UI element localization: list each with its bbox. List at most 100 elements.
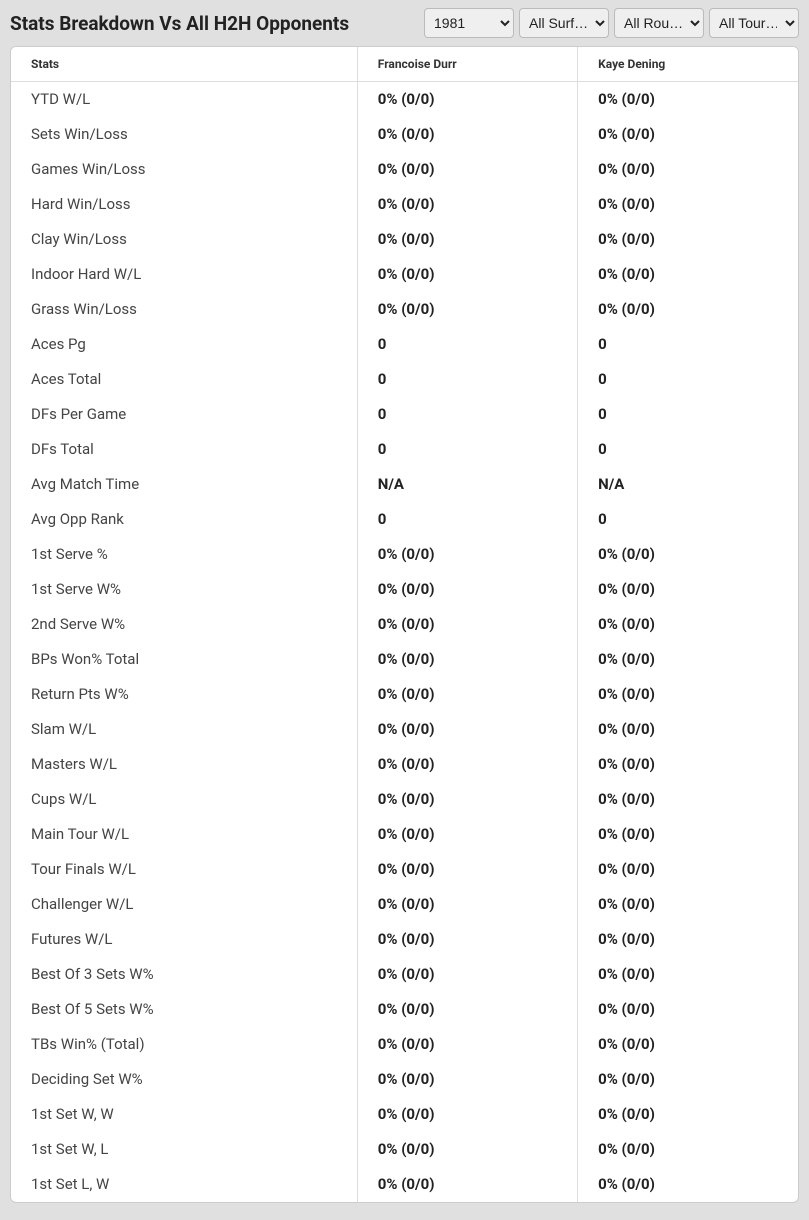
stat-value: 0% (0/0)	[578, 1167, 798, 1202]
stat-value: 0% (0/0)	[357, 992, 577, 1027]
stat-value: 0% (0/0)	[357, 572, 577, 607]
stat-value: 0	[578, 362, 798, 397]
stat-label: BPs Won% Total	[11, 642, 357, 677]
stat-label: Futures W/L	[11, 922, 357, 957]
stat-value: 0% (0/0)	[578, 677, 798, 712]
stat-label: Masters W/L	[11, 747, 357, 782]
page-title: Stats Breakdown Vs All H2H Opponents	[10, 12, 349, 35]
round-select[interactable]: All Rou…	[614, 8, 704, 38]
year-select[interactable]: 1981	[424, 8, 514, 38]
stat-value: 0% (0/0)	[357, 187, 577, 222]
stat-label: DFs Total	[11, 432, 357, 467]
stat-label: Avg Match Time	[11, 467, 357, 502]
stat-label: Return Pts W%	[11, 677, 357, 712]
table-row: Challenger W/L0% (0/0)0% (0/0)	[11, 887, 798, 922]
table-row: Aces Total00	[11, 362, 798, 397]
stat-label: Tour Finals W/L	[11, 852, 357, 887]
stat-label: 2nd Serve W%	[11, 607, 357, 642]
stat-label: Hard Win/Loss	[11, 187, 357, 222]
stat-label: Clay Win/Loss	[11, 222, 357, 257]
stat-value: 0% (0/0)	[578, 747, 798, 782]
table-header-row: Stats Francoise Durr Kaye Dening	[11, 47, 798, 82]
stat-value: 0% (0/0)	[578, 1097, 798, 1132]
stat-value: 0% (0/0)	[578, 642, 798, 677]
table-row: 1st Set W, L0% (0/0)0% (0/0)	[11, 1132, 798, 1167]
stat-value: 0	[357, 502, 577, 537]
stat-value: 0	[357, 362, 577, 397]
table-row: Masters W/L0% (0/0)0% (0/0)	[11, 747, 798, 782]
stat-value: 0% (0/0)	[357, 537, 577, 572]
table-row: 1st Set W, W0% (0/0)0% (0/0)	[11, 1097, 798, 1132]
stat-value: 0% (0/0)	[357, 1167, 577, 1202]
filter-group: 1981 All Surf… All Rou… All Tour…	[424, 8, 799, 38]
stat-label: Slam W/L	[11, 712, 357, 747]
stat-value: 0% (0/0)	[578, 187, 798, 222]
table-row: Clay Win/Loss0% (0/0)0% (0/0)	[11, 222, 798, 257]
table-row: DFs Per Game00	[11, 397, 798, 432]
stat-label: Aces Pg	[11, 327, 357, 362]
table-row: 2nd Serve W%0% (0/0)0% (0/0)	[11, 607, 798, 642]
stat-label: 1st Serve W%	[11, 572, 357, 607]
stat-value: 0% (0/0)	[578, 782, 798, 817]
stat-value: 0% (0/0)	[578, 537, 798, 572]
stat-value: 0% (0/0)	[578, 1132, 798, 1167]
stat-value: 0% (0/0)	[357, 922, 577, 957]
stat-label: Challenger W/L	[11, 887, 357, 922]
stat-label: Deciding Set W%	[11, 1062, 357, 1097]
stat-label: Cups W/L	[11, 782, 357, 817]
stat-label: Games Win/Loss	[11, 152, 357, 187]
table-row: 1st Set L, W0% (0/0)0% (0/0)	[11, 1167, 798, 1202]
stat-value: 0% (0/0)	[357, 607, 577, 642]
stat-label: TBs Win% (Total)	[11, 1027, 357, 1062]
stat-value: 0% (0/0)	[357, 82, 577, 117]
stat-value: 0% (0/0)	[357, 292, 577, 327]
stat-value: 0	[578, 327, 798, 362]
stat-label: 1st Set W, L	[11, 1132, 357, 1167]
stat-value: 0% (0/0)	[578, 957, 798, 992]
table-row: Return Pts W%0% (0/0)0% (0/0)	[11, 677, 798, 712]
table-row: Grass Win/Loss0% (0/0)0% (0/0)	[11, 292, 798, 327]
stat-value: 0% (0/0)	[357, 1027, 577, 1062]
stat-value: 0% (0/0)	[578, 887, 798, 922]
table-row: Avg Match TimeN/AN/A	[11, 467, 798, 502]
column-header-stats: Stats	[11, 47, 357, 82]
stat-value: 0% (0/0)	[578, 257, 798, 292]
stat-label: Best Of 5 Sets W%	[11, 992, 357, 1027]
table-row: Tour Finals W/L0% (0/0)0% (0/0)	[11, 852, 798, 887]
table-row: Indoor Hard W/L0% (0/0)0% (0/0)	[11, 257, 798, 292]
table-row: Futures W/L0% (0/0)0% (0/0)	[11, 922, 798, 957]
stat-value: 0% (0/0)	[357, 152, 577, 187]
stat-value: 0% (0/0)	[357, 712, 577, 747]
table-row: Games Win/Loss0% (0/0)0% (0/0)	[11, 152, 798, 187]
stat-value: 0% (0/0)	[357, 1132, 577, 1167]
stat-value: 0% (0/0)	[357, 642, 577, 677]
stat-value: 0% (0/0)	[578, 712, 798, 747]
stat-label: Main Tour W/L	[11, 817, 357, 852]
stat-value: 0% (0/0)	[578, 572, 798, 607]
table-row: Deciding Set W%0% (0/0)0% (0/0)	[11, 1062, 798, 1097]
stat-value: 0% (0/0)	[578, 117, 798, 152]
stat-value: 0	[578, 502, 798, 537]
stat-label: 1st Set W, W	[11, 1097, 357, 1132]
table-row: Sets Win/Loss0% (0/0)0% (0/0)	[11, 117, 798, 152]
stat-value: 0	[357, 327, 577, 362]
stat-value: 0% (0/0)	[578, 82, 798, 117]
stat-label: Grass Win/Loss	[11, 292, 357, 327]
stat-label: 1st Serve %	[11, 537, 357, 572]
stat-value: 0	[578, 432, 798, 467]
surface-select[interactable]: All Surf…	[519, 8, 609, 38]
tour-select[interactable]: All Tour…	[709, 8, 799, 38]
stat-value: 0% (0/0)	[578, 992, 798, 1027]
stat-value: 0% (0/0)	[357, 747, 577, 782]
stat-value: 0% (0/0)	[357, 257, 577, 292]
table-body: YTD W/L0% (0/0)0% (0/0)Sets Win/Loss0% (…	[11, 82, 798, 1202]
stat-label: YTD W/L	[11, 82, 357, 117]
stat-label: Avg Opp Rank	[11, 502, 357, 537]
stat-value: 0% (0/0)	[357, 852, 577, 887]
table-row: YTD W/L0% (0/0)0% (0/0)	[11, 82, 798, 117]
stat-value: 0% (0/0)	[357, 957, 577, 992]
column-header-player2: Kaye Dening	[578, 47, 798, 82]
table-row: Avg Opp Rank00	[11, 502, 798, 537]
stat-label: DFs Per Game	[11, 397, 357, 432]
table-row: BPs Won% Total0% (0/0)0% (0/0)	[11, 642, 798, 677]
